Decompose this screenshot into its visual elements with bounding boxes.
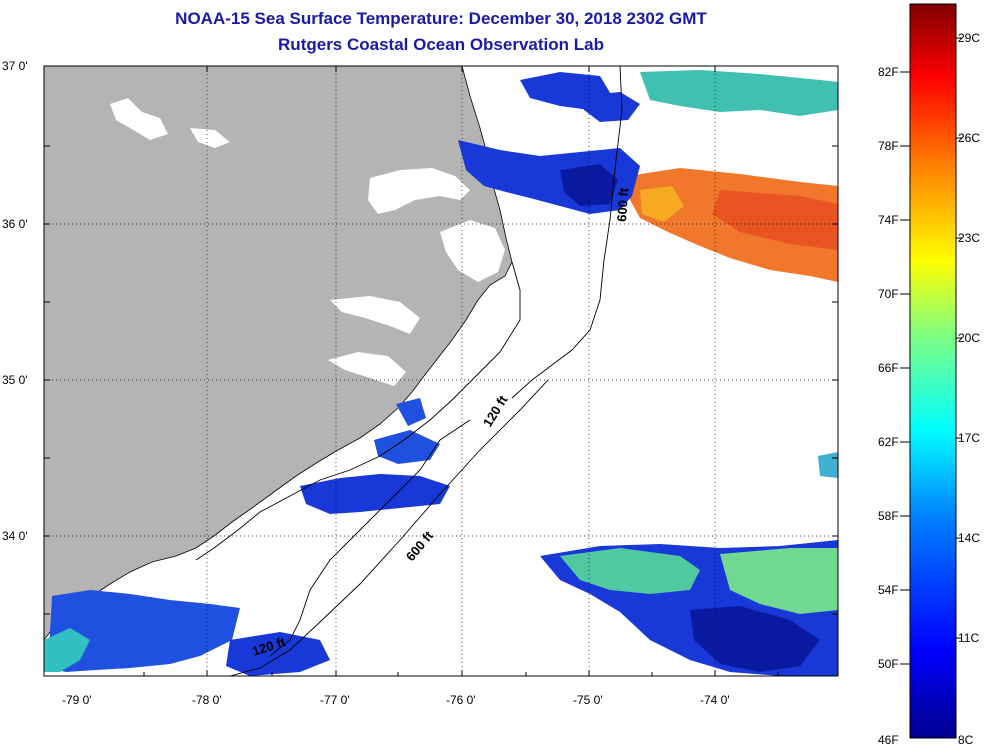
contour-120ft bbox=[195, 261, 521, 561]
cb-f-58: 58F bbox=[878, 509, 899, 523]
inland-lake-2 bbox=[190, 128, 230, 148]
lon-label-74: -74 0' bbox=[700, 693, 730, 707]
lon-label-75: -75 0' bbox=[573, 693, 603, 707]
lon-label-79: -79 0' bbox=[62, 693, 92, 707]
contour-600ft-south bbox=[229, 379, 549, 676]
pamlico-sound bbox=[440, 220, 505, 282]
cb-f-46: 46F bbox=[878, 733, 899, 747]
cb-c-20: 20C bbox=[958, 331, 980, 345]
inland-lake bbox=[110, 98, 168, 140]
cb-f-74: 74F bbox=[878, 213, 899, 227]
cb-f-66: 66F bbox=[878, 361, 899, 375]
neuse-river bbox=[328, 352, 406, 386]
lat-lon-grid bbox=[44, 66, 838, 676]
pamlico-river bbox=[330, 296, 420, 334]
contour-label-600ft-north: 600 ft bbox=[614, 187, 631, 223]
contour-120ft-south bbox=[269, 419, 471, 657]
cb-c-14: 14C bbox=[958, 531, 980, 545]
contour-600ft-north bbox=[511, 66, 623, 399]
cb-c-17: 17C bbox=[958, 431, 980, 445]
cb-f-62: 62F bbox=[878, 435, 899, 449]
lon-label-76: -76 0' bbox=[446, 693, 476, 707]
cb-c-11: 11C bbox=[958, 631, 979, 645]
cb-f-50: 50F bbox=[878, 657, 899, 671]
cb-c-26: 26C bbox=[958, 131, 980, 145]
cb-f-82: 82F bbox=[878, 65, 899, 79]
lat-label-35: 35 0' bbox=[2, 373, 28, 387]
albemarle-sound bbox=[368, 168, 470, 214]
axis-ticks bbox=[44, 66, 838, 676]
cb-c-23: 23C bbox=[958, 231, 980, 245]
cb-c-29: 29C bbox=[958, 31, 980, 45]
colorbar: 82F 78F 74F 70F 66F 62F 58F 54F 50F 46F … bbox=[878, 3, 980, 747]
cb-c-8: 8C bbox=[958, 733, 974, 747]
map-title: NOAA-15 Sea Surface Temperature: Decembe… bbox=[175, 9, 707, 28]
lon-label-78: -78 0' bbox=[192, 693, 222, 707]
lat-label-37: 37 0' bbox=[2, 59, 28, 73]
map-subtitle: Rutgers Coastal Ocean Observation Lab bbox=[278, 35, 604, 54]
lat-label-36: 36 0' bbox=[2, 217, 28, 231]
lon-label-77: -77 0' bbox=[320, 693, 350, 707]
cb-f-54: 54F bbox=[878, 583, 899, 597]
depth-contours bbox=[195, 66, 623, 676]
lat-label-34: 34 0' bbox=[2, 529, 28, 543]
cb-f-70: 70F bbox=[878, 287, 899, 301]
cb-f-78: 78F bbox=[878, 139, 899, 153]
